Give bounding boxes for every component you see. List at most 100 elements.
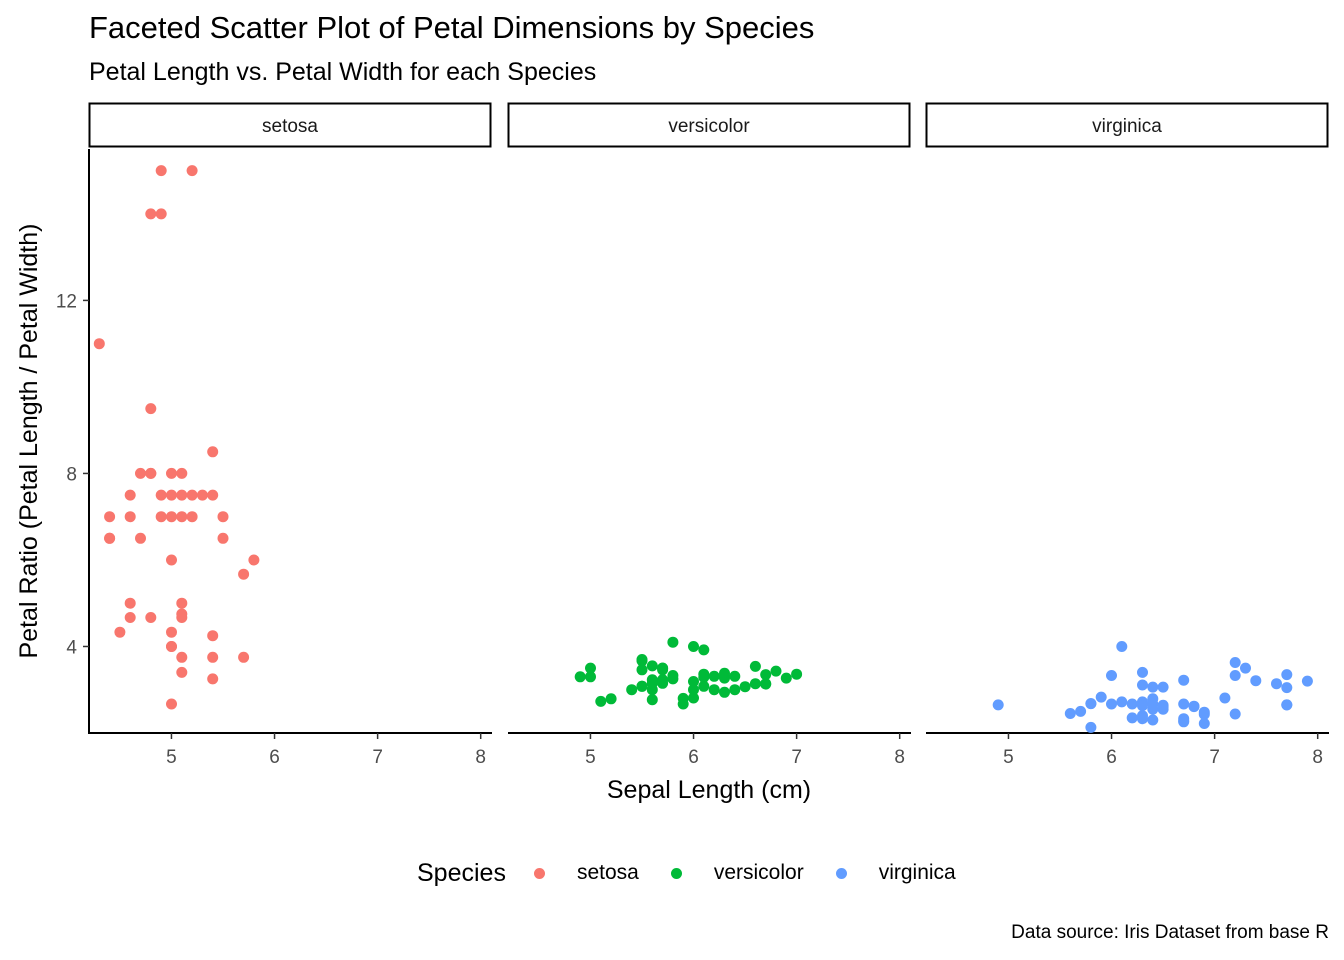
x-tick-label-setosa: 5 [166, 747, 177, 768]
data-point-versicolor [605, 693, 617, 705]
data-point-versicolor [729, 670, 741, 682]
legend: Species setosa versicolor virginica [417, 855, 988, 891]
data-point-virginica [1229, 708, 1241, 720]
data-point-versicolor [719, 686, 730, 698]
x-axis-title: Sepal Length (cm) [607, 776, 811, 804]
data-point-versicolor [749, 660, 761, 672]
data-point-virginica [1219, 692, 1231, 704]
data-point-versicolor [698, 671, 710, 683]
data-point-setosa [124, 597, 136, 609]
data-point-setosa [166, 626, 177, 638]
legend-key-virginica [835, 867, 847, 879]
legend-label-setosa: setosa [576, 861, 639, 884]
data-point-versicolor [657, 677, 669, 689]
legend-label-versicolor: versicolor [713, 861, 804, 884]
data-point-versicolor [760, 678, 772, 690]
data-point-versicolor [698, 680, 710, 692]
data-point-setosa [176, 511, 188, 523]
y-tick-label: 4 [66, 637, 77, 658]
data-point-versicolor [770, 665, 782, 677]
data-point-setosa [135, 532, 146, 544]
data-point-virginica [1240, 662, 1251, 674]
data-point-setosa [155, 165, 167, 177]
data-point-setosa [207, 446, 219, 458]
data-point-setosa [124, 612, 136, 623]
x-tick-label-versicolor: 7 [791, 747, 802, 768]
y-axis-title: Petal Ratio (Petal Length / Petal Width) [15, 224, 43, 659]
chart-title: Faceted Scatter Plot of Petal Dimensions… [89, 10, 815, 45]
facet-strip-label-setosa: setosa [262, 116, 318, 137]
x-tick-label-setosa: 6 [269, 747, 280, 768]
data-point-versicolor [729, 684, 741, 696]
facet-strip-versicolor [507, 102, 911, 148]
data-point-setosa [155, 511, 167, 523]
data-point-virginica [1147, 681, 1159, 693]
x-tick-label-versicolor: 5 [585, 747, 596, 768]
data-point-setosa [196, 489, 208, 501]
y-tick-label: 12 [56, 291, 77, 312]
data-point-versicolor [791, 668, 803, 680]
legend-title: Species [417, 858, 506, 887]
data-point-virginica [1157, 681, 1169, 693]
data-point-versicolor [646, 694, 658, 706]
data-point-versicolor [585, 671, 596, 683]
data-point-setosa [176, 597, 188, 609]
data-point-virginica [1229, 670, 1241, 681]
x-tick-label-virginica: 6 [1106, 747, 1117, 768]
data-point-virginica [1147, 703, 1159, 715]
data-point-setosa [114, 626, 126, 638]
data-point-setosa [166, 467, 177, 479]
data-point-virginica [1281, 669, 1293, 681]
data-point-setosa [145, 208, 157, 220]
x-tick-label-setosa: 7 [372, 747, 383, 768]
data-point-virginica [1301, 675, 1313, 687]
data-point-versicolor [657, 662, 669, 674]
data-point-virginica [1106, 698, 1117, 710]
data-point-setosa [176, 666, 188, 678]
data-point-setosa [176, 651, 188, 663]
data-point-virginica [1157, 701, 1169, 713]
x-tick-label-virginica: 7 [1209, 747, 1220, 768]
y-tick-label: 8 [66, 464, 77, 485]
data-point-versicolor [636, 664, 648, 676]
x-tick-label-virginica: 8 [1312, 747, 1323, 768]
data-point-versicolor [646, 674, 658, 686]
legend-item-setosa: setosa [533, 861, 639, 885]
data-point-versicolor [585, 662, 596, 674]
data-point-virginica [1085, 721, 1097, 733]
data-point-versicolor [636, 680, 648, 692]
facet-strip-label-versicolor: versicolor [668, 116, 750, 137]
data-point-setosa [238, 651, 250, 663]
legend-label-virginica: virginica [878, 861, 956, 884]
data-point-setosa [104, 532, 116, 544]
data-point-versicolor [677, 698, 689, 710]
data-point-setosa [166, 698, 177, 710]
data-point-virginica [1178, 698, 1190, 710]
data-point-virginica [1064, 708, 1076, 719]
data-point-versicolor [708, 670, 720, 682]
data-point-versicolor [708, 684, 720, 696]
data-point-setosa [93, 338, 105, 350]
data-point-setosa [145, 467, 157, 479]
data-point-virginica [1281, 699, 1293, 711]
data-point-setosa [145, 612, 157, 623]
data-point-setosa [186, 511, 198, 523]
data-point-virginica [1188, 701, 1200, 713]
data-point-setosa [166, 554, 177, 566]
legend-item-virginica: virginica [835, 861, 956, 885]
data-point-virginica [1126, 712, 1138, 724]
x-tick-label-versicolor: 8 [894, 747, 905, 768]
data-point-versicolor [667, 670, 679, 681]
facet-strip-setosa [88, 102, 492, 148]
data-point-virginica [1137, 679, 1148, 691]
data-point-virginica [1137, 700, 1148, 712]
data-point-versicolor [739, 681, 751, 693]
data-point-virginica [1137, 713, 1148, 725]
data-point-virginica [1271, 678, 1282, 690]
data-point-setosa [207, 489, 219, 501]
data-point-setosa [186, 489, 198, 501]
legend-key-versicolor [670, 867, 682, 879]
data-point-virginica [1106, 670, 1117, 681]
data-point-versicolor [719, 667, 730, 679]
data-point-virginica [1075, 705, 1087, 717]
